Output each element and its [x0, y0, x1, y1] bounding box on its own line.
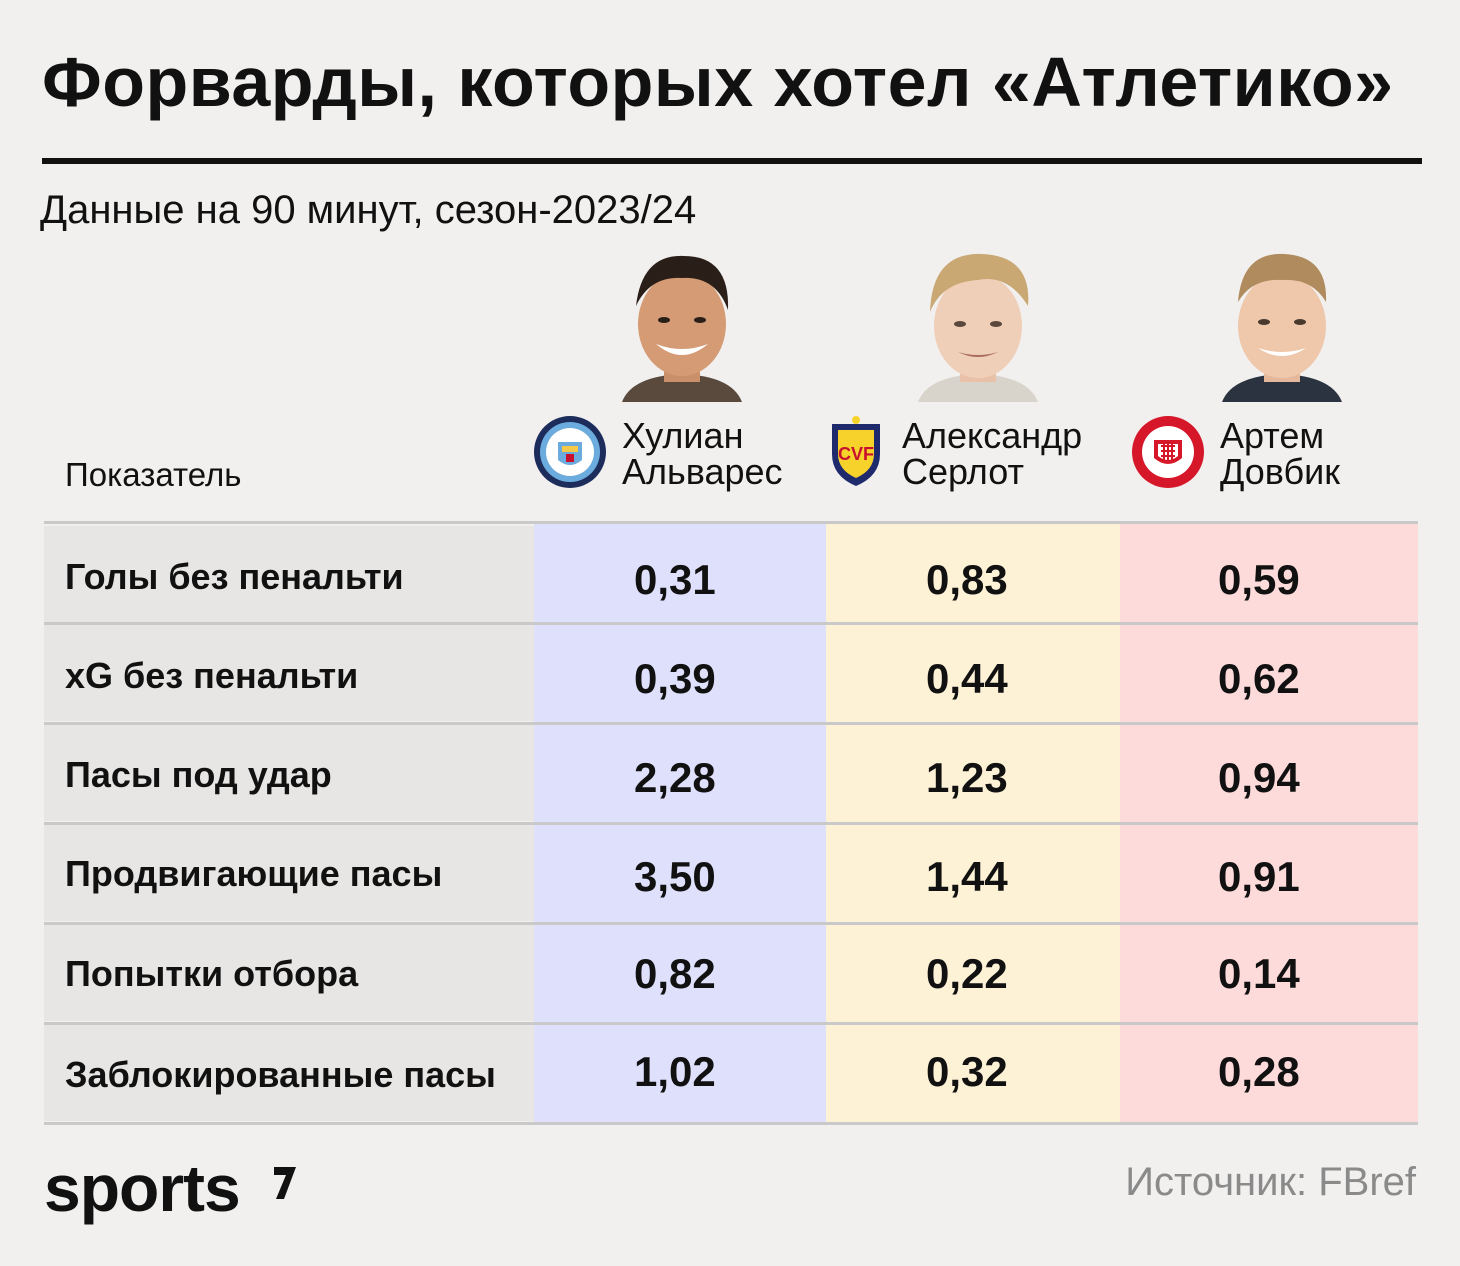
metric-label: Заблокированные пасы: [65, 1054, 496, 1095]
table-row: [44, 526, 534, 622]
table-row: [44, 925, 534, 1021]
table-row: [44, 825, 534, 921]
value-cell: 0,91: [1218, 853, 1300, 900]
girona-crest-icon: [1132, 416, 1204, 488]
svg-text:CVF: CVF: [838, 444, 874, 464]
table-row: [44, 625, 534, 721]
value-cell: 2,28: [634, 754, 716, 801]
player-photo-alvarez: [622, 255, 742, 402]
player-photo-dovbyk: [1222, 253, 1342, 402]
value-cell: 0,28: [1218, 1048, 1300, 1095]
sports-logo-mark-icon: [274, 1167, 296, 1199]
value-cell: 1,23: [926, 754, 1008, 801]
source-note: Источник: FBref: [1125, 1160, 1416, 1204]
metric-label: Голы без пенальти: [65, 556, 404, 597]
title-divider: [42, 158, 1422, 164]
player-name-alvarez: Хулиан Альварес: [622, 415, 783, 492]
row-divider: [44, 822, 1418, 825]
villarreal-crest-icon: CVF: [832, 416, 880, 486]
row-divider: [44, 722, 1418, 725]
player-name-sorloth: Александр Серлот: [902, 415, 1083, 492]
value-cell: 1,44: [926, 853, 1008, 900]
metric-label: Пасы под удар: [65, 754, 332, 795]
metric-label: Продвигающие пасы: [65, 853, 443, 894]
value-cell: 0,44: [926, 655, 1008, 702]
value-cell: 3,50: [634, 853, 716, 900]
value-cell: 0,59: [1218, 556, 1300, 603]
value-cell: 0,62: [1218, 655, 1300, 702]
metric-label: xG без пенальти: [65, 655, 359, 696]
value-cell: 0,14: [1218, 950, 1300, 997]
metric-label: Попытки отбора: [65, 953, 359, 994]
value-cell: 0,22: [926, 950, 1008, 997]
value-cell: 1,02: [634, 1048, 716, 1095]
row-divider: [44, 922, 1418, 925]
sports-logo: sports: [44, 1151, 241, 1225]
metric-column-header: Показатель: [65, 456, 242, 493]
row-divider: [44, 1022, 1418, 1025]
table-row: [44, 1025, 534, 1121]
row-divider: [44, 1122, 1418, 1125]
table-row: [44, 725, 534, 821]
value-cell: 0,31: [634, 556, 716, 603]
value-cell: 0,94: [1218, 754, 1300, 801]
row-divider: [44, 521, 1418, 524]
value-cell: 0,83: [926, 556, 1008, 603]
row-divider: [44, 622, 1418, 625]
page-subtitle: Данные на 90 минут, сезон-2023/24: [40, 188, 697, 232]
manchester-city-crest-icon: [534, 416, 606, 488]
value-cell: 0,32: [926, 1048, 1008, 1095]
player-name-dovbyk: Артем Довбик: [1220, 415, 1341, 492]
value-cell: 0,39: [634, 655, 716, 702]
value-cell: 0,82: [634, 950, 716, 997]
page-title: Форварды, которых хотел «Атлетико»: [42, 43, 1394, 121]
player-photo-sorloth: [918, 253, 1038, 402]
